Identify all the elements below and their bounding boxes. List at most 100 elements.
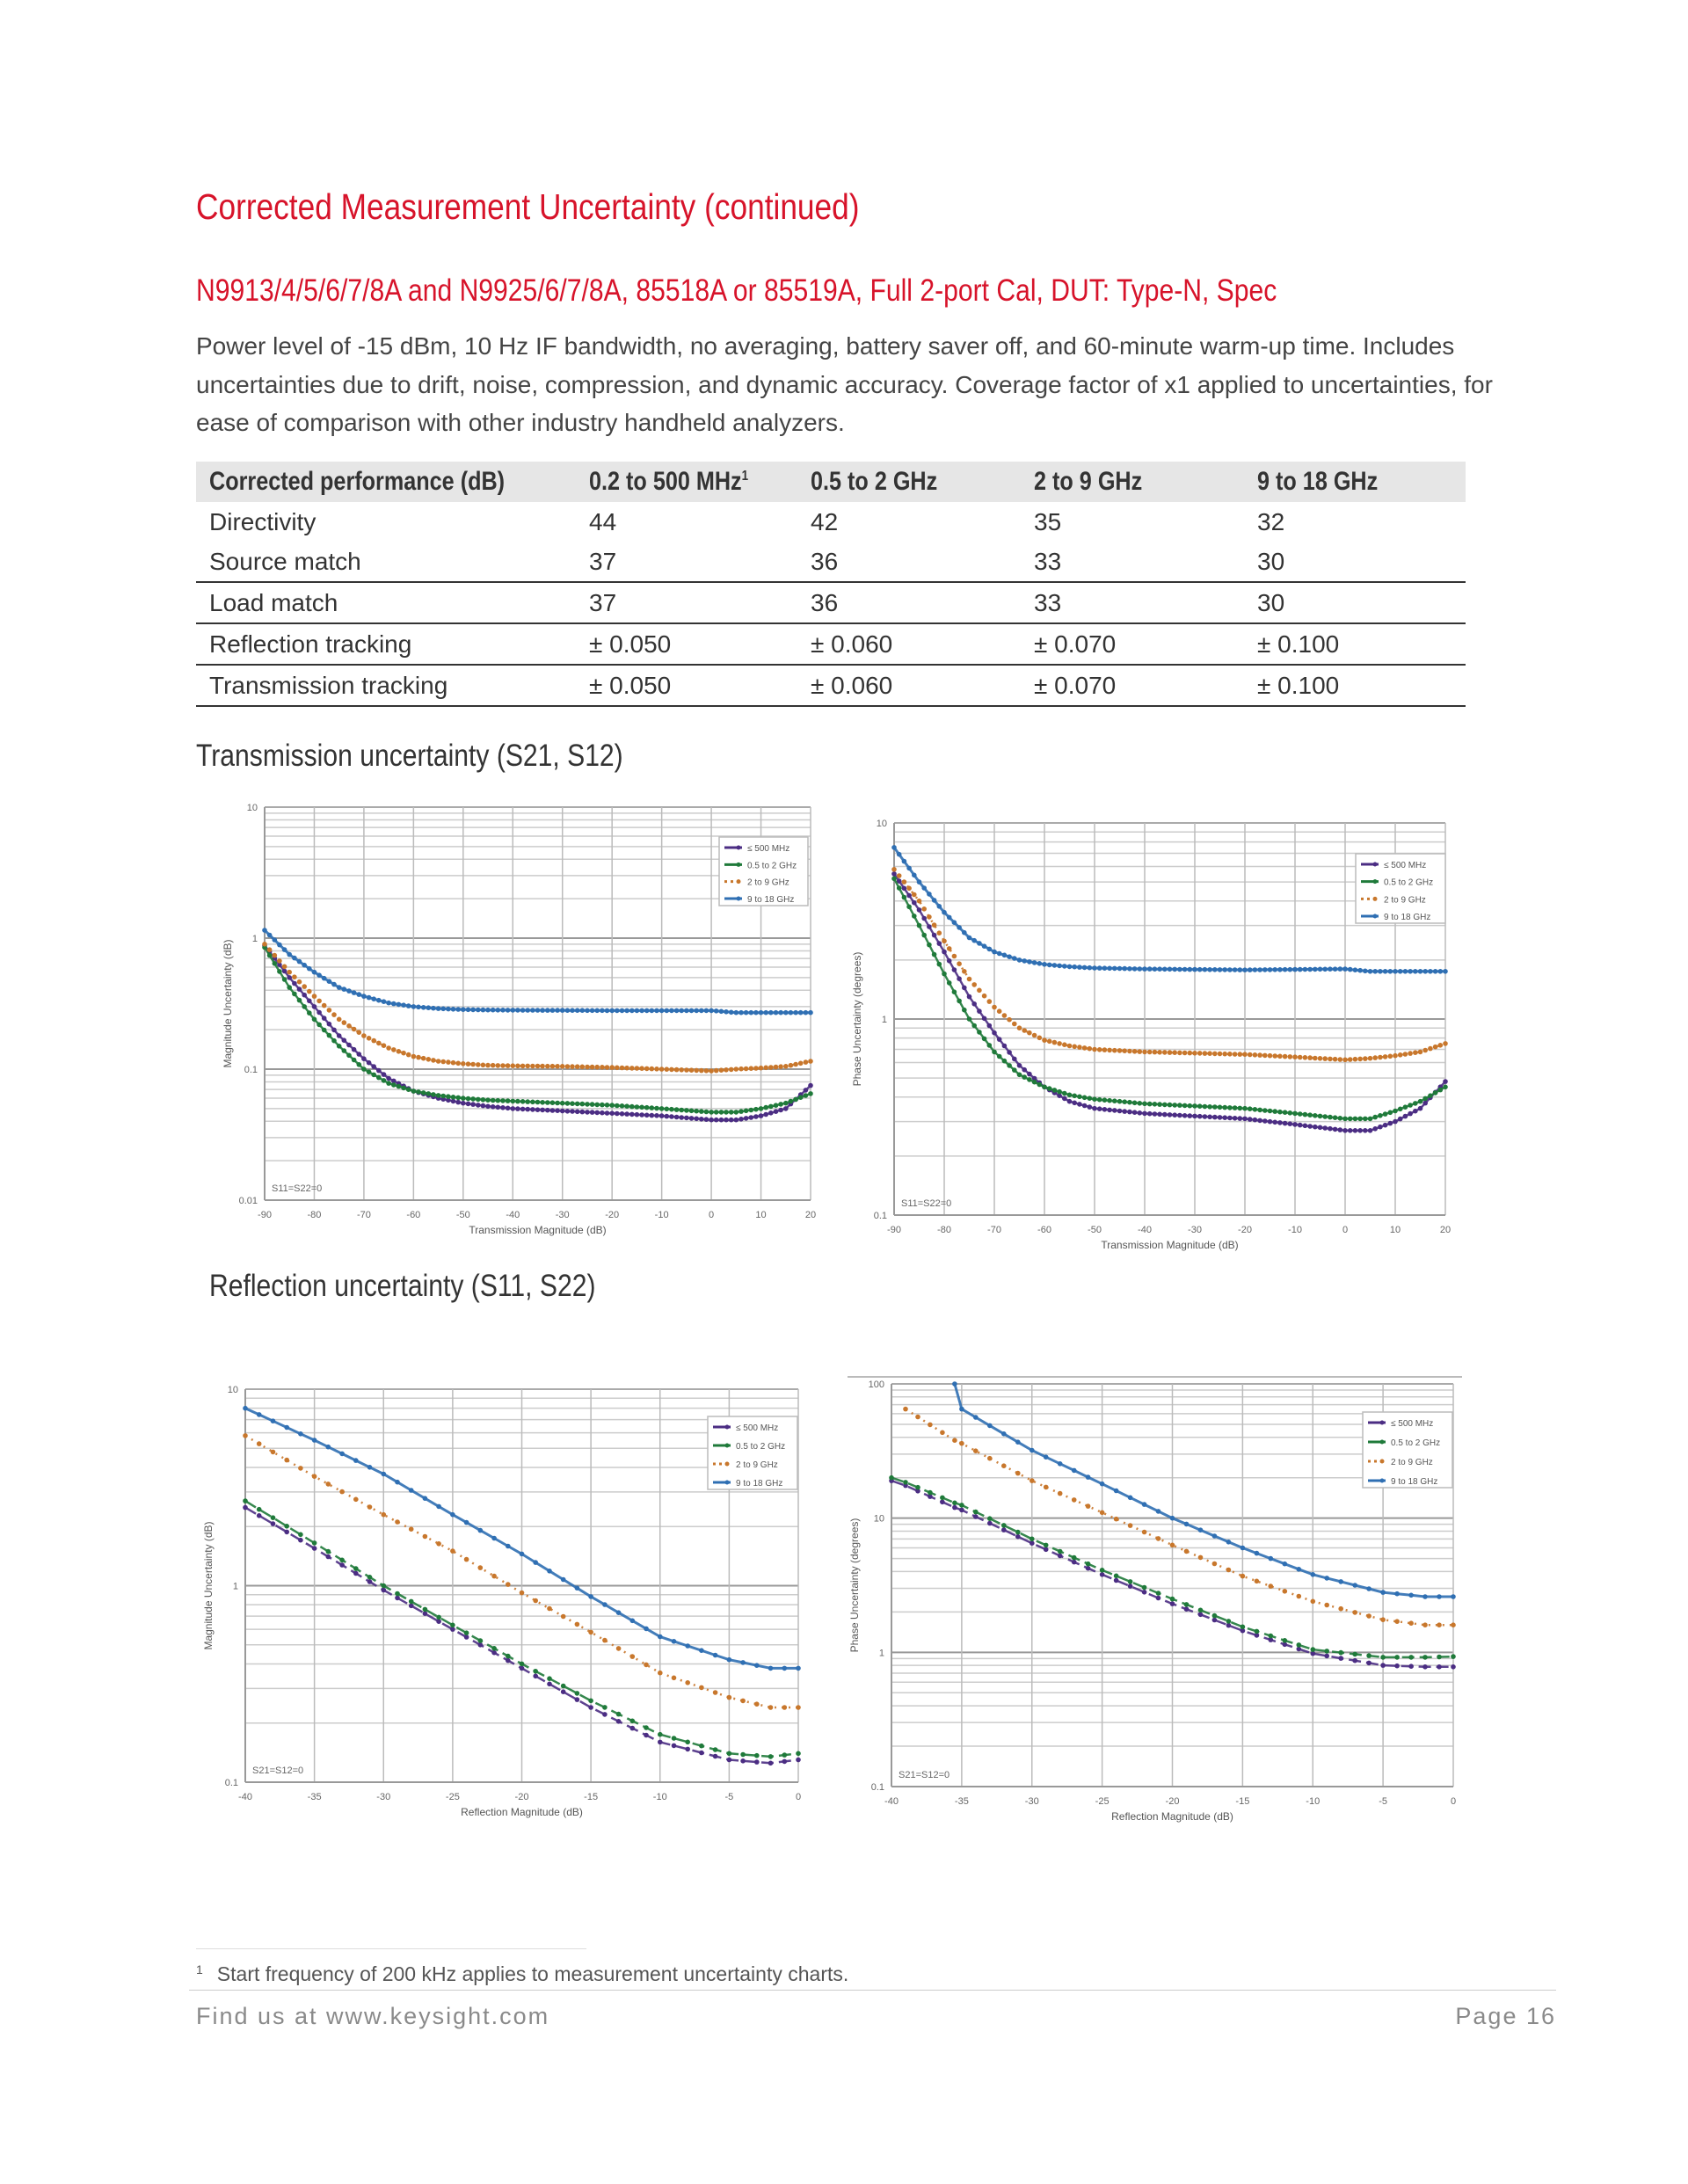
data-point [959, 1440, 964, 1446]
data-point [788, 1062, 794, 1068]
data-point [644, 1104, 650, 1110]
data-point [713, 1117, 719, 1123]
data-point [743, 1009, 749, 1016]
data-point [1387, 1110, 1393, 1116]
data-point [1169, 1596, 1175, 1602]
data-point [1322, 1125, 1328, 1131]
data-point [1428, 1045, 1433, 1052]
data-point [476, 1103, 481, 1108]
data-point [579, 1101, 586, 1107]
data-point [600, 1008, 605, 1014]
data-point [658, 1113, 665, 1118]
data-point [726, 1656, 732, 1663]
data-point [535, 1063, 541, 1069]
data-point [782, 1665, 788, 1671]
data-point [624, 1008, 629, 1014]
data-point [292, 955, 297, 961]
data-point [728, 1110, 734, 1115]
data-point [284, 1457, 289, 1463]
page-number: Page 16 [1455, 2003, 1556, 2029]
data-point [906, 904, 912, 910]
data-point [1422, 1622, 1428, 1627]
data-point [505, 1063, 511, 1068]
data-point [1242, 1105, 1248, 1111]
data-point [1217, 967, 1223, 972]
data-point [416, 1004, 421, 1010]
data-point [1437, 1087, 1444, 1093]
data-point [1366, 1613, 1372, 1619]
data-point [1102, 965, 1108, 971]
data-point [281, 964, 287, 970]
data-point [971, 1023, 977, 1029]
data-point [718, 1067, 724, 1073]
data-point [768, 1110, 774, 1116]
data-point [351, 1046, 357, 1052]
data-point [758, 1113, 764, 1118]
data-point [942, 938, 947, 944]
data-point [912, 914, 917, 919]
data-point [1272, 967, 1277, 972]
data-point [346, 1023, 352, 1029]
data-point [1307, 1124, 1313, 1129]
data-point [559, 1100, 565, 1106]
chart-annotation: S11=S22=0 [272, 1183, 322, 1194]
data-point [272, 937, 278, 943]
data-point [311, 1546, 317, 1551]
data-point [555, 1100, 560, 1106]
data-point [1187, 966, 1193, 972]
data-point [500, 1063, 506, 1068]
x-tick-label: -60 [1037, 1225, 1051, 1235]
data-point [754, 1663, 760, 1668]
data-point [1378, 1124, 1383, 1130]
data-point [495, 1008, 501, 1013]
data-point [422, 1611, 428, 1616]
data-point [946, 958, 952, 964]
data-point [679, 1115, 684, 1120]
data-point [763, 1009, 768, 1016]
legend-marker [1379, 1420, 1385, 1425]
data-point [1183, 1521, 1190, 1527]
x-tick-label: -50 [1088, 1225, 1102, 1235]
data-point [712, 1690, 718, 1695]
legend-label: 9 to 18 GHz [1384, 913, 1430, 922]
data-point [530, 1008, 535, 1013]
data-point [754, 1759, 760, 1765]
data-point [1146, 966, 1153, 972]
data-point [928, 1489, 933, 1496]
data-point [1015, 1529, 1021, 1535]
data-point [401, 1050, 406, 1056]
data-point [292, 980, 297, 986]
data-point [709, 1110, 714, 1115]
data-point [1313, 1113, 1318, 1118]
data-point [763, 1111, 768, 1117]
cell-value: ± 0.050 [576, 623, 797, 666]
data-point [440, 1006, 447, 1012]
legend-label: 0.5 to 2 GHz [736, 1442, 785, 1452]
data-point [699, 1117, 704, 1122]
data-point [1443, 969, 1448, 974]
page-title: Corrected Measurement Uncertainty (conti… [196, 186, 967, 228]
data-point [931, 932, 937, 938]
data-point [1022, 1067, 1027, 1073]
data-point [1357, 1056, 1363, 1062]
data-point [1192, 966, 1197, 972]
data-point [658, 1634, 663, 1640]
footer-website-link[interactable]: Find us at www.keysight.com [196, 2003, 550, 2029]
data-point [307, 998, 312, 1004]
row-label: Directivity [209, 507, 316, 535]
data-point [1016, 1072, 1022, 1078]
data-point [699, 1750, 704, 1756]
data-point [1046, 962, 1052, 968]
data-point [1317, 1113, 1323, 1119]
x-tick-label: -80 [937, 1225, 951, 1235]
data-point [386, 1045, 391, 1051]
data-point [540, 1100, 545, 1105]
data-point [709, 1068, 714, 1074]
x-tick-label: -5 [724, 1792, 733, 1802]
data-point [1222, 1104, 1227, 1110]
data-point [808, 1082, 813, 1088]
data-point [1057, 1041, 1062, 1046]
data-point [986, 946, 993, 952]
data-point [450, 1095, 456, 1100]
